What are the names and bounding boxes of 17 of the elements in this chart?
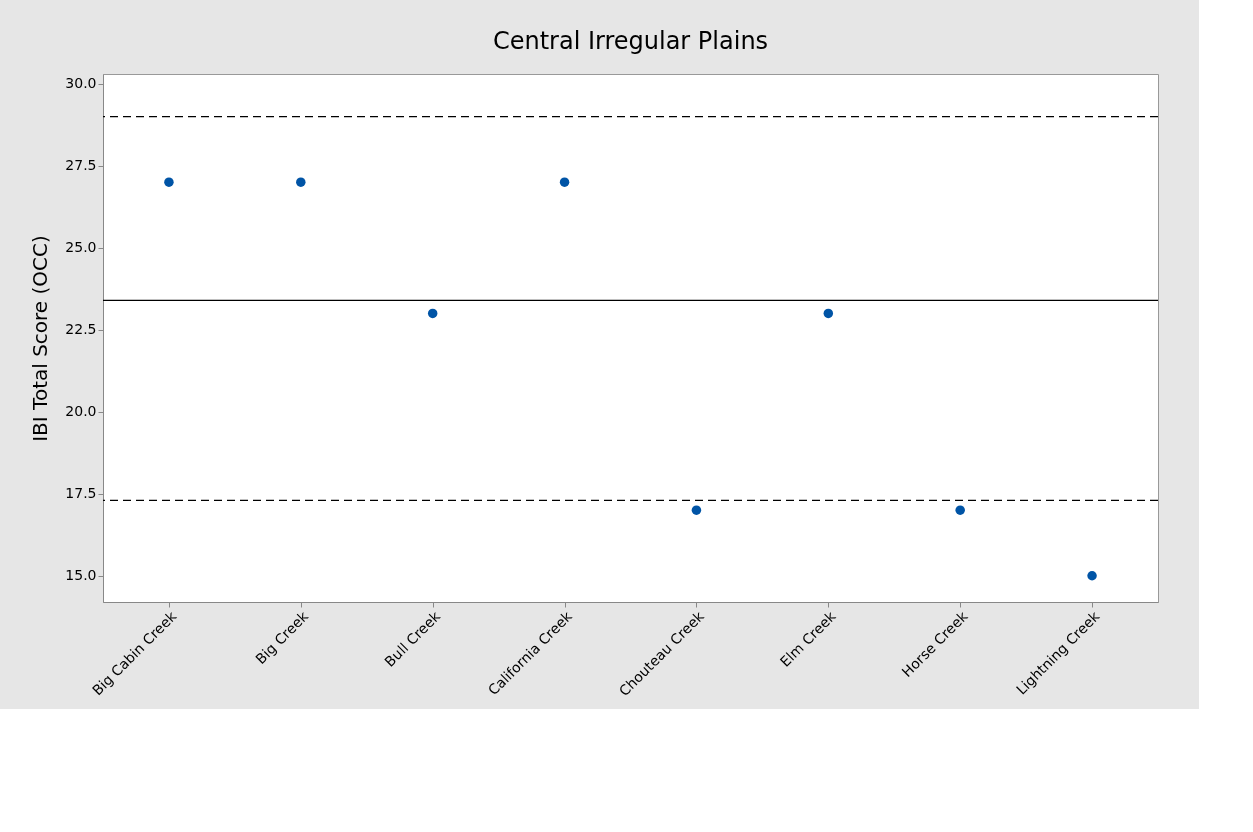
y-axis-title: IBI Total Score (OCC)	[28, 235, 53, 442]
y-tick-label: 22.5	[65, 321, 97, 338]
point	[823, 308, 834, 319]
point	[296, 177, 306, 187]
chart-title: Central Irregular Plains	[492, 27, 769, 55]
point	[691, 505, 702, 515]
y-tick-label: 20.0	[65, 403, 97, 420]
y-tick-label: 30.0	[65, 75, 97, 92]
point	[1087, 571, 1097, 581]
y-tick-label: 27.5	[65, 157, 97, 174]
y-tick-label: 17.5	[65, 485, 97, 502]
point	[955, 505, 965, 515]
y-tick-label: 25.0	[65, 239, 97, 256]
point	[427, 308, 438, 319]
point	[164, 177, 174, 187]
point	[559, 177, 570, 187]
y-tick-label: 15.0	[65, 567, 97, 584]
